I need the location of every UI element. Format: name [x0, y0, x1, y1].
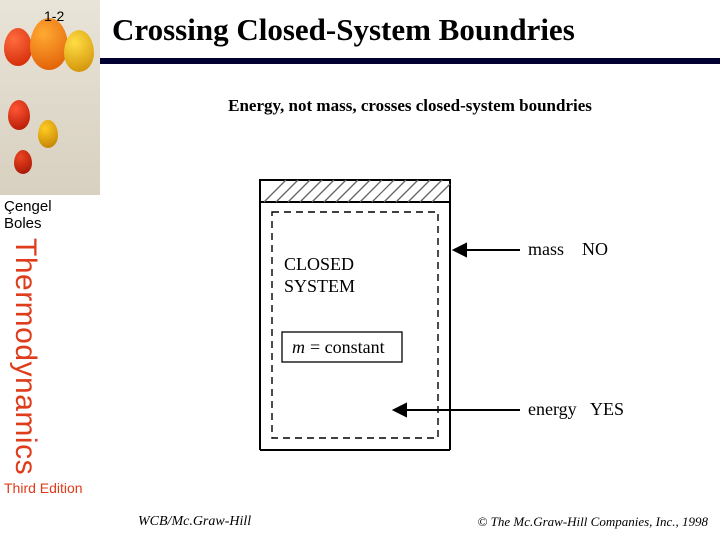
svg-text:m: m — [292, 337, 305, 357]
balloon-icon — [8, 100, 30, 130]
decorative-balloons — [0, 0, 100, 195]
balloon-icon — [30, 18, 68, 70]
page-number: 1-2 — [44, 8, 64, 24]
edition-label: Third Edition — [4, 480, 83, 496]
balloon-icon — [38, 120, 58, 148]
closed-system-diagram: CLOSED SYSTEM m = constant mass NO energ… — [220, 170, 640, 460]
diagram-mass-label: mass — [528, 239, 564, 259]
balloon-icon — [4, 28, 32, 66]
diagram-system-label: SYSTEM — [284, 276, 355, 296]
diagram-yes-label: YES — [590, 399, 624, 419]
balloon-icon — [64, 30, 94, 72]
title-underline — [100, 58, 720, 64]
authors: Çengel Boles — [4, 198, 52, 233]
diagram-no-label: NO — [582, 239, 608, 259]
svg-text:= constant: = constant — [310, 337, 385, 357]
diagram-energy-label: energy — [528, 399, 577, 419]
balloon-icon — [14, 150, 32, 174]
footer-copyright: © The Mc.Graw-Hill Companies, Inc., 1998 — [478, 514, 709, 530]
slide-title: Crossing Closed-System Boundries — [112, 12, 575, 48]
book-title-vertical: Thermodynamics — [8, 238, 42, 475]
author-line: Boles — [4, 215, 52, 232]
author-line: Çengel — [4, 198, 52, 215]
slide-subtitle: Energy, not mass, crosses closed-system … — [100, 96, 720, 116]
footer-publisher: WCB/Mc.Graw-Hill — [138, 514, 251, 530]
diagram-closed-label: CLOSED — [284, 254, 354, 274]
